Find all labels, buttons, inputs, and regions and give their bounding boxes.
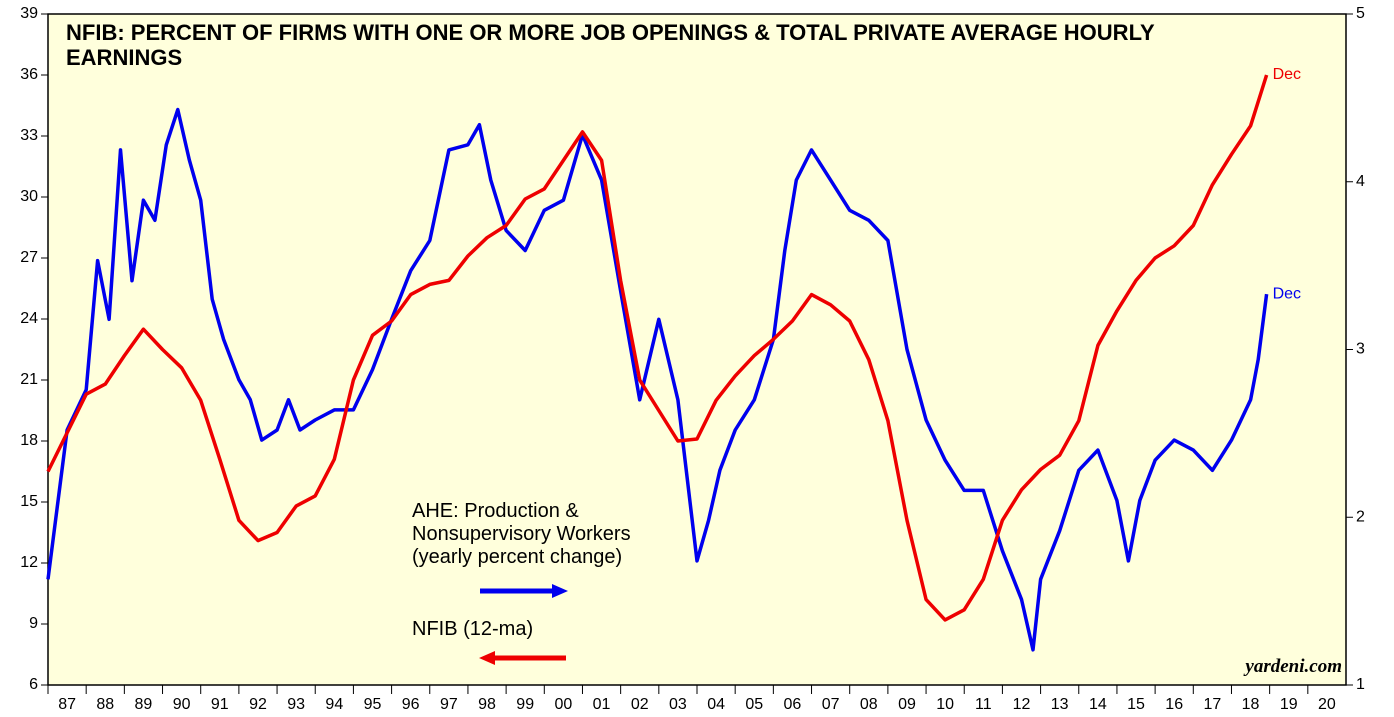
x-tick-label: 89	[135, 696, 153, 713]
x-tick-label: 91	[211, 696, 229, 713]
y-tick-label: 39	[20, 5, 38, 22]
x-tick-label: 08	[860, 696, 878, 713]
x-tick-label: 12	[1013, 696, 1031, 713]
x-tick-label: 92	[249, 696, 267, 713]
y2-tick-label: 4	[1356, 173, 1365, 190]
x-tick-label: 90	[173, 696, 191, 713]
x-tick-label: 16	[1165, 696, 1183, 713]
y-tick-label: 33	[20, 127, 38, 144]
legend-arrow-head	[552, 584, 568, 598]
x-tick-label: 10	[936, 696, 954, 713]
x-tick-label: 04	[707, 696, 725, 713]
x-tick-label: 00	[554, 696, 572, 713]
x-tick-label: 03	[669, 696, 687, 713]
y-tick-label: 24	[20, 310, 38, 327]
plot-area	[47, 13, 1347, 686]
x-tick-label: 05	[745, 696, 763, 713]
x-tick-label: 96	[402, 696, 420, 713]
y2-tick-label: 5	[1356, 5, 1365, 22]
x-tick-label: 93	[287, 696, 305, 713]
x-tick-label: 15	[1127, 696, 1145, 713]
x-tick-label: 11	[975, 696, 992, 713]
legend-label: AHE: Production & Nonsupervisory Workers…	[412, 500, 631, 568]
y2-tick-label: 3	[1356, 341, 1365, 358]
y-tick-label: 36	[20, 66, 38, 83]
legend-label: NFIB (12-ma)	[412, 618, 534, 640]
y-tick-label: 27	[20, 249, 38, 266]
end-label: Dec	[1273, 285, 1301, 302]
x-tick-label: 09	[898, 696, 916, 713]
y-tick-label: 6	[29, 676, 38, 693]
y-tick-label: 30	[20, 188, 38, 205]
x-tick-label: 17	[1203, 696, 1221, 713]
x-tick-label: 02	[631, 696, 649, 713]
x-tick-label: 18	[1242, 696, 1260, 713]
series-line	[46, 74, 1269, 622]
x-tick-label: 06	[784, 696, 802, 713]
y2-tick-label: 2	[1356, 508, 1365, 525]
x-tick-label: 98	[478, 696, 496, 713]
y-tick-label: 12	[20, 554, 38, 571]
y2-tick-label: 1	[1356, 676, 1365, 693]
x-tick-label: 19	[1280, 696, 1298, 713]
x-tick-label: 14	[1089, 696, 1107, 713]
end-label: Dec	[1273, 66, 1301, 83]
x-tick-label: 88	[96, 696, 114, 713]
y-tick-label: 21	[20, 371, 38, 388]
x-tick-label: 99	[516, 696, 534, 713]
x-tick-label: 20	[1318, 696, 1336, 713]
x-tick-label: 07	[822, 696, 840, 713]
y-tick-label: 18	[20, 432, 38, 449]
source: yardeni.com	[1245, 656, 1342, 677]
legend-arrow-head	[479, 651, 495, 665]
y-tick-label: 15	[20, 493, 38, 510]
x-tick-label: 97	[440, 696, 458, 713]
chart-title: NFIB: PERCENT OF FIRMS WITH ONE OR MORE …	[66, 20, 1155, 70]
x-tick-label: 87	[58, 696, 76, 713]
x-tick-label: 13	[1051, 696, 1069, 713]
x-tick-label: 94	[325, 696, 343, 713]
series-line	[46, 107, 1269, 652]
y-tick-label: 9	[29, 615, 38, 632]
x-tick-label: 01	[593, 696, 611, 713]
x-tick-label: 95	[364, 696, 382, 713]
